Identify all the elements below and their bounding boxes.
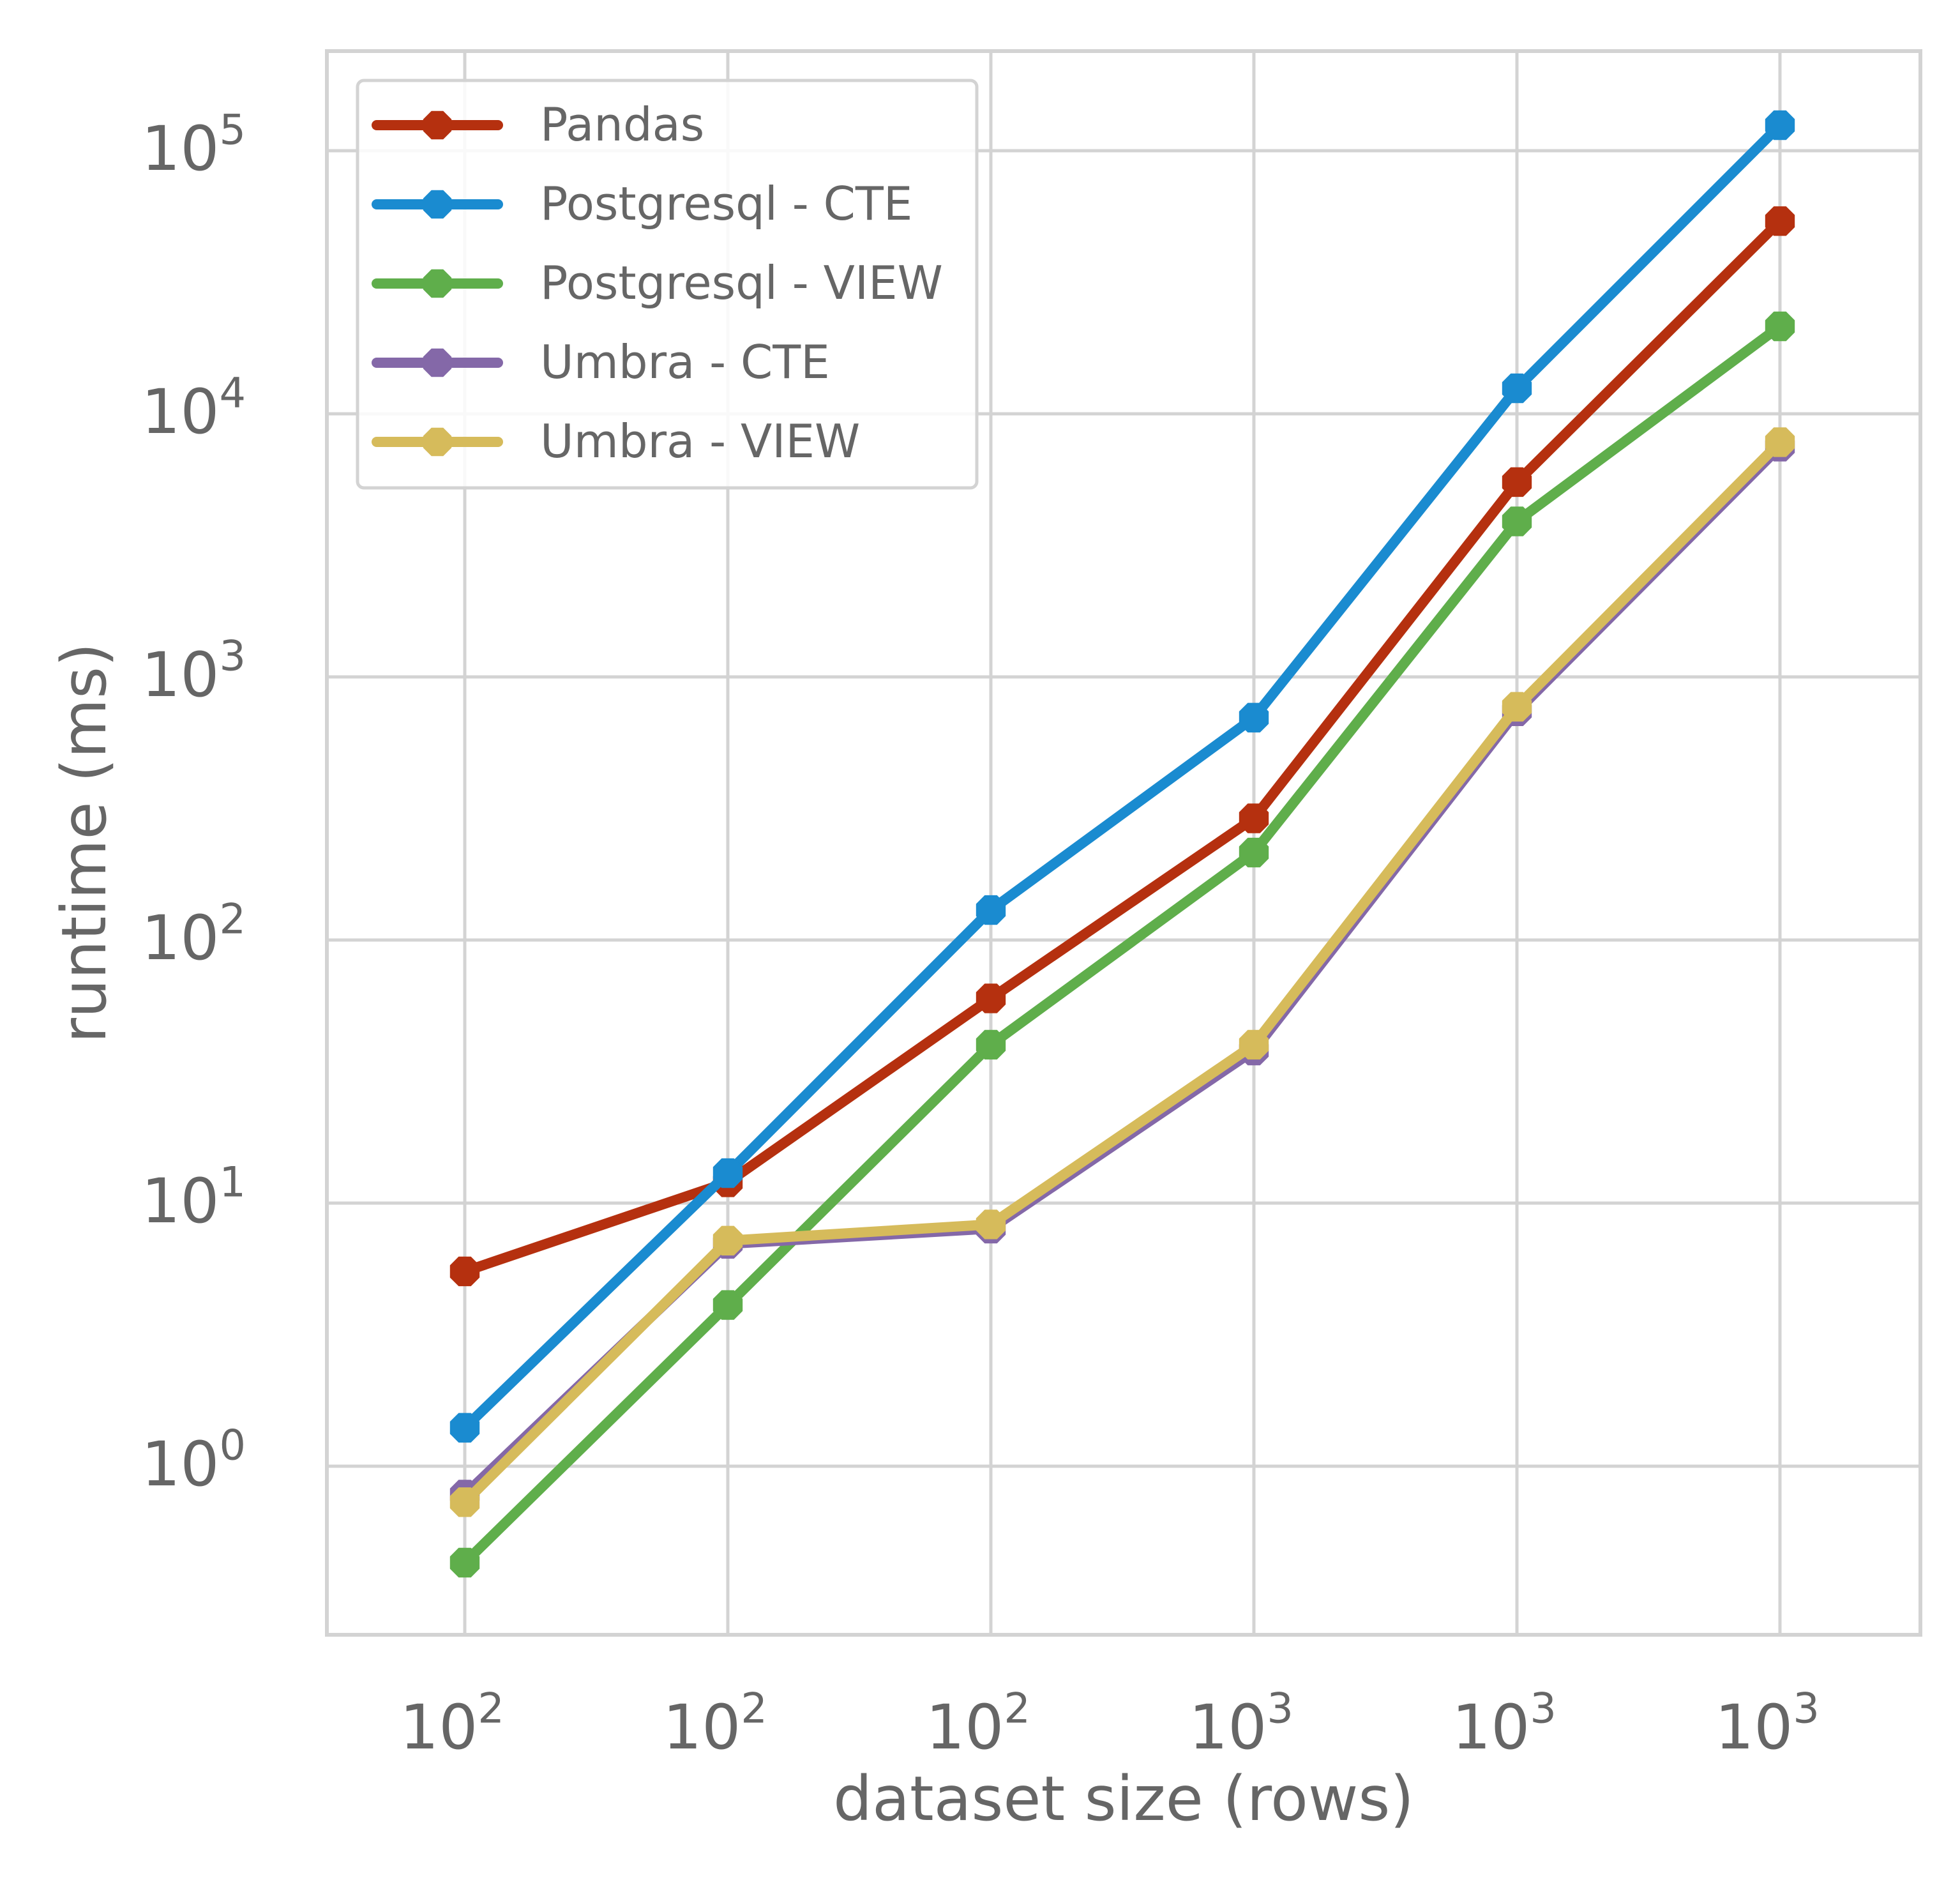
y-tick-label: 100: [141, 1422, 246, 1500]
data-point: [976, 983, 1006, 1013]
data-point: [1502, 692, 1532, 722]
series-line: [460, 216, 1785, 1277]
legend-entry: Pandas: [372, 98, 704, 151]
legend-entry: Umbra - VIEW: [372, 414, 860, 468]
data-point: [712, 1158, 743, 1188]
data-point: [712, 1290, 743, 1320]
y-axis-title: runtime (ms): [49, 643, 120, 1043]
series-line: [460, 321, 1785, 1568]
data-point: [1765, 110, 1795, 140]
x-tick-label: 103: [1189, 1685, 1293, 1763]
plot-frame: [325, 49, 1922, 1637]
data-point: [1765, 206, 1795, 236]
data-point: [976, 895, 1006, 925]
x-tick-label: 103: [1452, 1685, 1557, 1763]
data-point: [1502, 467, 1532, 497]
data-point: [1765, 427, 1795, 457]
data-point: [1765, 311, 1795, 342]
data-point: [1239, 1029, 1269, 1060]
data-point: [1239, 803, 1269, 833]
x-tick-label: 103: [1715, 1685, 1820, 1763]
legend-label: Pandas: [540, 98, 704, 151]
series-umbra-view: [449, 427, 1795, 1517]
y-tick-label: 105: [141, 106, 246, 185]
series-line: [460, 120, 1785, 1433]
legend-swatch-marker: [423, 348, 452, 377]
y-tick-label: 104: [141, 369, 246, 448]
series-umbra-cte: [449, 432, 1795, 1510]
legend-box: [356, 79, 979, 490]
series-postgresql-cte: [449, 110, 1795, 1443]
data-point: [449, 1547, 480, 1578]
x-tick-label: 102: [926, 1685, 1030, 1763]
series-postgresql-view: [449, 311, 1795, 1578]
data-point: [1239, 702, 1269, 732]
y-axis-ticks: 100 101 102 103 104 105: [141, 106, 246, 1500]
legend-label: Umbra - CTE: [540, 335, 830, 389]
data-point: [449, 1487, 480, 1517]
legend-label: Postgresql - VIEW: [540, 256, 943, 310]
y-tick-label: 103: [141, 632, 246, 711]
x-axis-ticks: 102 102 102 103 103 103: [400, 1685, 1820, 1763]
data-point: [1239, 837, 1269, 868]
legend: Pandas Postgresql - CTE Postgresql - VIEW U…: [356, 79, 979, 490]
legend-swatch-marker: [423, 269, 452, 298]
data-point: [712, 1225, 743, 1255]
series-line: [460, 441, 1785, 1500]
data-point: [1502, 373, 1532, 404]
legend-swatch-marker: [423, 190, 452, 219]
y-tick-label: 101: [141, 1158, 246, 1237]
legend-label: Postgresql - CTE: [540, 177, 912, 231]
legend-entry: Postgresql - CTE: [372, 177, 912, 231]
data-point: [449, 1413, 480, 1443]
data-point: [1502, 506, 1532, 536]
legend-swatch-marker: [423, 427, 452, 457]
x-tick-label: 102: [663, 1685, 767, 1763]
legend-entry: Postgresql - VIEW: [372, 256, 943, 310]
data-point: [976, 1209, 1006, 1240]
legend-swatch-marker: [423, 110, 452, 140]
x-axis-title: dataset size (rows): [833, 1763, 1414, 1835]
data-point: [976, 1029, 1006, 1060]
y-tick-label: 102: [141, 895, 246, 974]
data-point: [449, 1256, 480, 1287]
series-line: [460, 437, 1785, 1508]
legend-label: Umbra - VIEW: [540, 414, 860, 468]
x-tick-label: 102: [400, 1685, 504, 1763]
legend-entry: Umbra - CTE: [372, 335, 830, 389]
series-layer: [449, 110, 1795, 1578]
